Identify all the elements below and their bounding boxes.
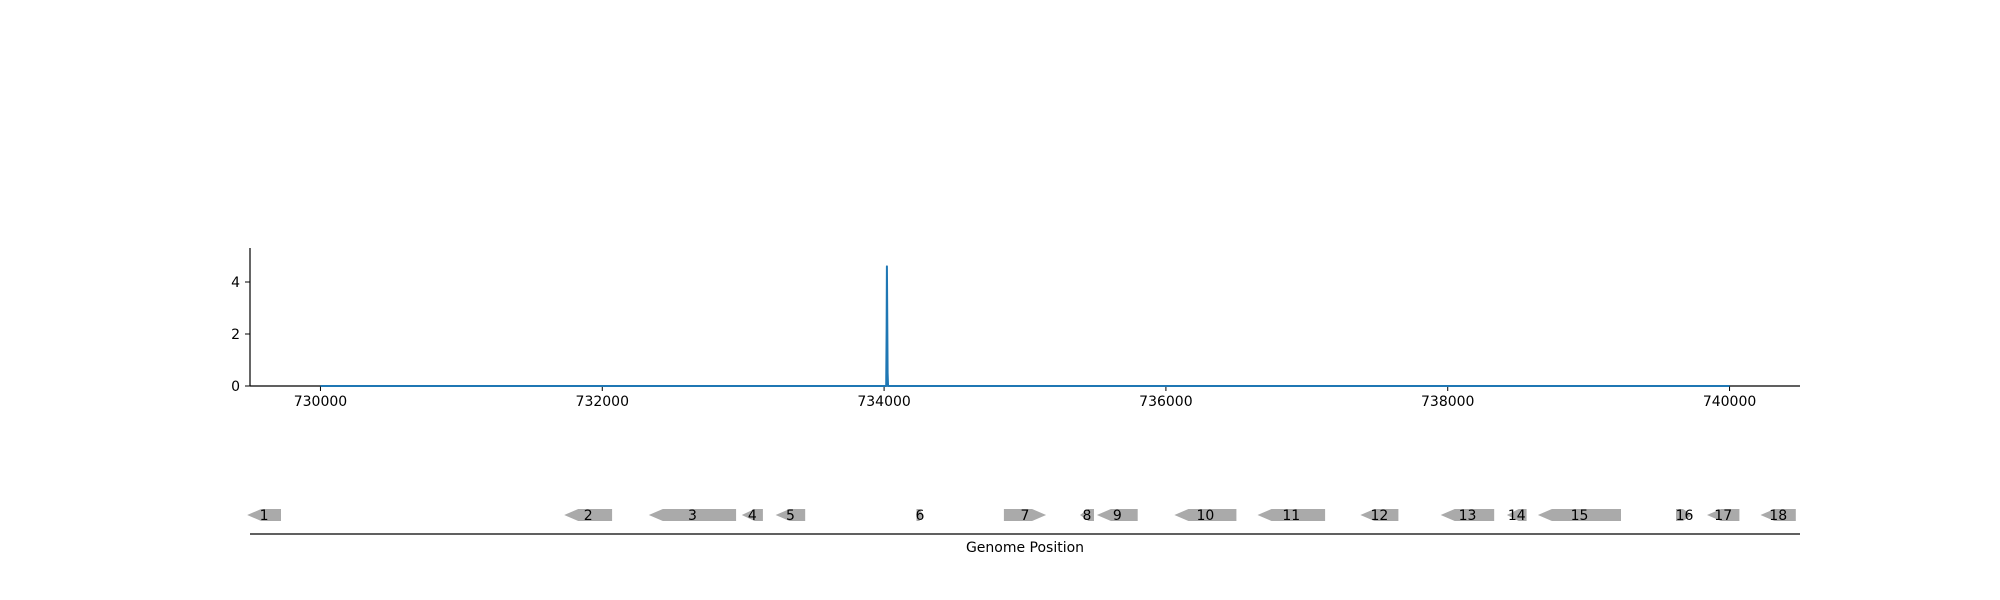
gene-feature-4 <box>741 509 763 521</box>
gene-feature-label: 15 <box>1571 508 1589 524</box>
gene-feature-label: 8 <box>1083 508 1092 524</box>
series-group <box>320 265 1730 387</box>
y-tick-label: 2 <box>231 327 240 343</box>
gene-feature-label: 16 <box>1676 508 1694 524</box>
gene-feature-1 <box>247 509 281 521</box>
gene-feature-label: 6 <box>916 508 925 524</box>
gene-feature-group: 1 2 3 4 5 6 7 8 9 10 11 12 13 14 15 16 17 18 <box>247 508 1796 524</box>
gene-feature-label: 14 <box>1508 508 1526 524</box>
gene-feature-label: 12 <box>1370 508 1388 524</box>
gene-feature-14 <box>1506 509 1527 521</box>
gene-feature-18 <box>1760 509 1796 521</box>
gene-track: 1 2 3 4 5 6 7 8 9 10 11 12 13 14 15 16 17 18 Genome Posit… <box>247 508 1800 556</box>
gene-feature-2 <box>564 509 613 521</box>
gene-feature-label: 5 <box>786 508 795 524</box>
gene-feature-label: 18 <box>1769 508 1787 524</box>
gene-feature-17 <box>1707 509 1740 521</box>
x-tick-label: 732000 <box>576 394 629 410</box>
gene-feature-label: 1 <box>260 508 269 524</box>
gene-feature-8 <box>1080 509 1094 521</box>
gene-feature-7 <box>1003 509 1047 521</box>
gene-feature-label: 9 <box>1113 508 1122 524</box>
gene-feature-label: 2 <box>584 508 593 524</box>
gene-feature-10 <box>1174 509 1237 521</box>
gene-feature-5 <box>775 509 806 521</box>
coverage-plot: 730000 732000 734000 736000 738000 740000 0 2 4 <box>231 248 1800 410</box>
y-tick-group: 0 2 4 <box>231 275 250 395</box>
gene-feature-label: 17 <box>1714 508 1732 524</box>
gene-feature-label: 13 <box>1459 508 1477 524</box>
gene-feature-9 <box>1096 509 1138 521</box>
gene-feature-label: 11 <box>1282 508 1300 524</box>
y-tick-label: 4 <box>231 275 240 291</box>
x-tick-label: 734000 <box>857 394 910 410</box>
x-tick-label: 738000 <box>1421 394 1474 410</box>
gene-feature-6 <box>916 509 924 521</box>
x-tick-label: 730000 <box>294 394 347 410</box>
gene-feature-label: 4 <box>748 508 757 524</box>
gene-feature-label: 7 <box>1021 508 1030 524</box>
gene-feature-label: 3 <box>688 508 697 524</box>
gene-feature-16 <box>1676 509 1693 521</box>
x-axis-label: Genome Position <box>966 540 1084 556</box>
gene-feature-3 <box>648 509 737 521</box>
gene-feature-12 <box>1360 509 1399 521</box>
gene-feature-13 <box>1440 509 1495 521</box>
x-tick-label: 736000 <box>1139 394 1192 410</box>
gene-feature-11 <box>1257 509 1326 521</box>
x-tick-group: 730000 732000 734000 736000 738000 740000 <box>294 386 1756 410</box>
gene-feature-label: 10 <box>1196 508 1214 524</box>
coverage-series-line <box>320 265 1730 387</box>
x-tick-label: 740000 <box>1703 394 1756 410</box>
y-tick-label: 0 <box>231 379 240 395</box>
gene-feature-15 <box>1537 509 1621 521</box>
